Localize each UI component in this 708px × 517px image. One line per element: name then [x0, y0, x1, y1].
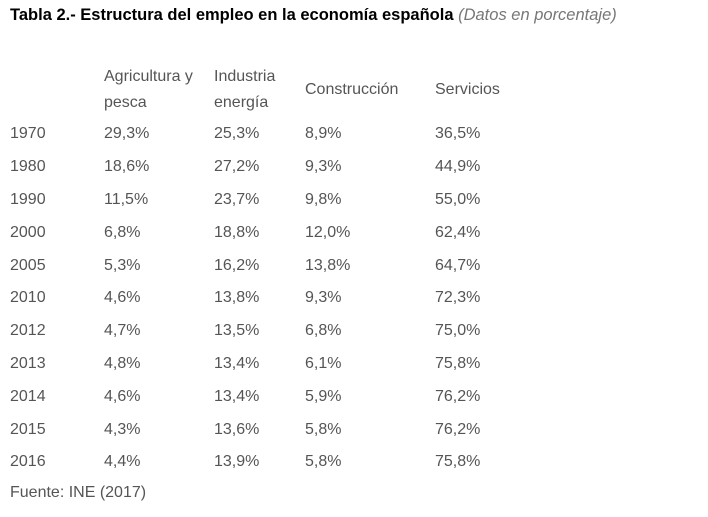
source-note: Fuente: INE (2017)	[10, 484, 147, 501]
cell-agricultura: 4,7%	[104, 322, 141, 340]
table-row: 2010 4,6% 13,8% 9,3% 72,3%	[6, 282, 541, 315]
header-agricultura-line2: pesca	[104, 94, 147, 111]
cell-servicios: 76,2%	[435, 387, 481, 405]
table-row: 1970 29,3% 25,3% 8,9% 36,5%	[6, 118, 541, 151]
cell-servicios: 75,8%	[435, 354, 481, 372]
table-title-main: Tabla 2.- Estructura del empleo en la ec…	[10, 6, 454, 24]
header-industria: Industria energía	[210, 62, 301, 118]
table-body: 1970 29,3% 25,3% 8,9% 36,5% 1980 18,6% 27,2% 9,3…	[6, 118, 541, 479]
header-industria-line1: Industria	[214, 68, 276, 85]
cell-servicios: 72,3%	[435, 289, 481, 307]
cell-year: 2014	[10, 387, 46, 405]
cell-construccion: 5,8%	[305, 453, 342, 471]
header-construccion: Construcción	[305, 81, 399, 98]
cell-servicios: 55,0%	[435, 190, 481, 208]
cell-construccion: 8,9%	[305, 125, 342, 143]
cell-industria: 27,2%	[214, 158, 260, 176]
cell-agricultura: 18,6%	[104, 158, 150, 176]
table-row: 2016 4,4% 13,9% 5,8% 75,8%	[6, 446, 541, 479]
cell-agricultura: 4,8%	[104, 354, 141, 372]
cell-agricultura: 4,4%	[104, 453, 141, 471]
cell-industria: 25,3%	[214, 125, 260, 143]
cell-servicios: 64,7%	[435, 256, 481, 274]
cell-agricultura: 29,3%	[104, 125, 150, 143]
cell-servicios: 75,8%	[435, 453, 481, 471]
cell-industria: 23,7%	[214, 190, 260, 208]
cell-construccion: 5,8%	[305, 420, 342, 438]
cell-construccion: 9,3%	[305, 289, 342, 307]
cell-agricultura: 6,8%	[104, 223, 141, 241]
cell-construccion: 6,1%	[305, 354, 342, 372]
cell-industria: 16,2%	[214, 256, 260, 274]
cell-agricultura: 4,6%	[104, 289, 141, 307]
cell-servicios: 62,4%	[435, 223, 481, 241]
cell-industria: 13,4%	[214, 354, 260, 372]
table-title: Tabla 2.- Estructura del empleo en la ec…	[10, 6, 617, 25]
cell-year: 1970	[10, 125, 46, 143]
cell-industria: 13,9%	[214, 453, 260, 471]
table-row: 2013 4,8% 13,4% 6,1% 75,8%	[6, 348, 541, 381]
table-row: 1980 18,6% 27,2% 9,3% 44,9%	[6, 151, 541, 184]
table-row: 2014 4,6% 13,4% 5,9% 76,2%	[6, 380, 541, 413]
cell-industria: 13,6%	[214, 420, 260, 438]
cell-industria: 18,8%	[214, 223, 260, 241]
cell-year: 1980	[10, 158, 46, 176]
cell-servicios: 36,5%	[435, 125, 481, 143]
table-row: 2015 4,3% 13,6% 5,8% 76,2%	[6, 413, 541, 446]
cell-year: 2015	[10, 420, 46, 438]
cell-year: 2010	[10, 289, 46, 307]
cell-construccion: 9,3%	[305, 158, 342, 176]
cell-construccion: 12,0%	[305, 223, 351, 241]
cell-industria: 13,8%	[214, 289, 260, 307]
header-year	[6, 62, 100, 118]
cell-servicios: 44,9%	[435, 158, 481, 176]
cell-year: 2005	[10, 256, 46, 274]
header-agricultura-line1: Agricultura y	[104, 68, 193, 85]
cell-construccion: 5,9%	[305, 387, 342, 405]
cell-year: 2012	[10, 322, 46, 340]
table-row: 2000 6,8% 18,8% 12,0% 62,4%	[6, 216, 541, 249]
cell-industria: 13,5%	[214, 322, 260, 340]
table-row: 1990 11,5% 23,7% 9,8% 55,0%	[6, 184, 541, 217]
table-title-subtitle: (Datos en porcentaje)	[458, 6, 617, 24]
header-servicios: Servicios	[435, 81, 500, 98]
employment-structure-table: Agricultura y pesca Industria energía Co…	[6, 62, 541, 479]
cell-construccion: 9,8%	[305, 190, 342, 208]
cell-year: 2016	[10, 453, 46, 471]
header-industria-line2: energía	[214, 94, 269, 111]
cell-agricultura: 4,6%	[104, 387, 141, 405]
cell-servicios: 75,0%	[435, 322, 481, 340]
table-header-row: Agricultura y pesca Industria energía Co…	[6, 62, 541, 118]
cell-industria: 13,4%	[214, 387, 260, 405]
cell-construccion: 13,8%	[305, 256, 351, 274]
cell-servicios: 76,2%	[435, 420, 481, 438]
cell-year: 1990	[10, 190, 46, 208]
cell-agricultura: 4,3%	[104, 420, 141, 438]
cell-year: 2013	[10, 354, 46, 372]
cell-year: 2000	[10, 223, 46, 241]
cell-agricultura: 11,5%	[104, 190, 149, 208]
table-row: 2012 4,7% 13,5% 6,8% 75,0%	[6, 315, 541, 348]
header-agricultura: Agricultura y pesca	[100, 62, 210, 118]
cell-agricultura: 5,3%	[104, 256, 141, 274]
table-row: 2005 5,3% 16,2% 13,8% 64,7%	[6, 249, 541, 282]
cell-construccion: 6,8%	[305, 322, 342, 340]
